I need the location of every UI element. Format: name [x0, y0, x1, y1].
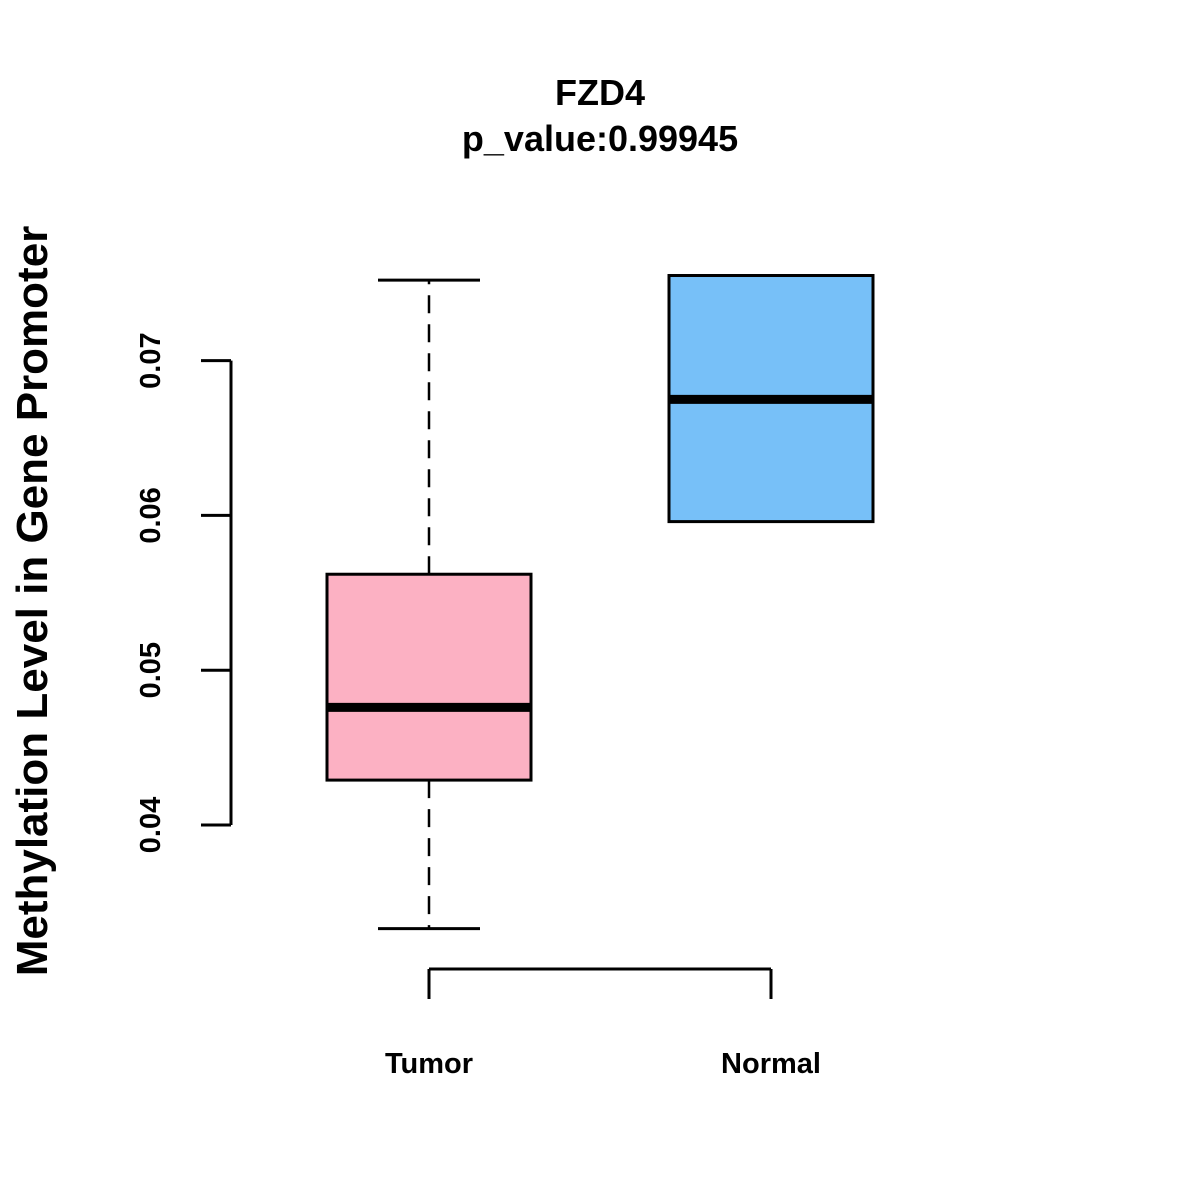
- y-tick-label: 0.06: [135, 487, 167, 543]
- box-normal: [667, 274, 875, 524]
- y-tick-label: 0.04: [135, 797, 167, 853]
- chart-title: FZD4: [555, 72, 645, 113]
- y-axis: 0.04 0.05 0.06 0.07: [135, 332, 233, 853]
- box-group: [325, 274, 875, 931]
- x-tick-label: Normal: [721, 1048, 821, 1080]
- y-tick-label: 0.05: [135, 642, 167, 698]
- y-axis-label: Methylation Level in Gene Promoter: [8, 226, 57, 977]
- chart-subtitle: p_value:0.99945: [462, 118, 738, 159]
- y-tick-label: 0.07: [135, 332, 167, 388]
- x-tick-label: Tumor: [385, 1048, 473, 1080]
- x-axis: Tumor Normal: [385, 967, 821, 1080]
- box-body: [325, 572, 533, 782]
- box-tumor: [325, 278, 533, 931]
